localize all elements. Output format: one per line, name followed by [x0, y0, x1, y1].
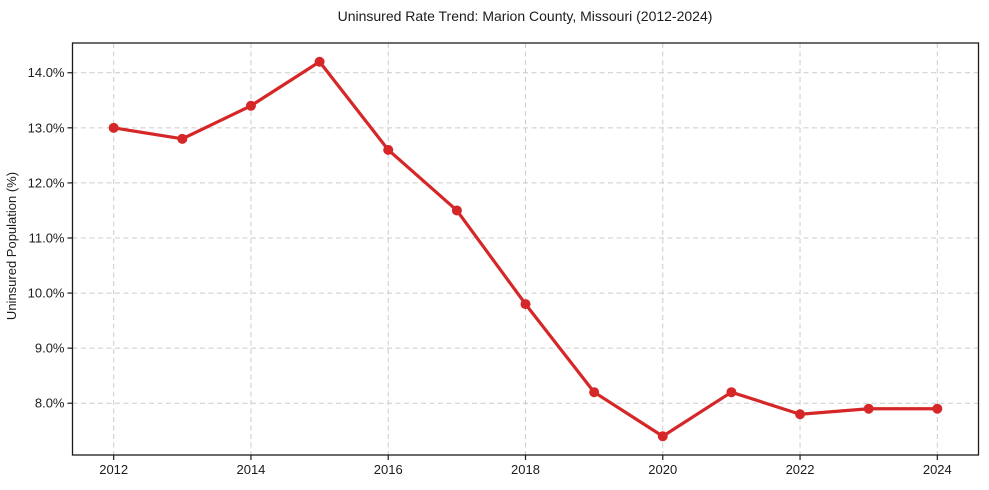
- data-point: [863, 403, 874, 414]
- x-tick-label: 2020: [648, 462, 677, 477]
- x-tick-label: 2016: [374, 462, 403, 477]
- y-tick-label: 12.0%: [28, 175, 65, 190]
- x-tick-label: 2012: [99, 462, 128, 477]
- data-point: [108, 122, 119, 133]
- plot-area: 2012 2014 2016 2018 2020 2022 2024 8.0% 9.0% 10.0…: [28, 42, 980, 477]
- data-point: [177, 133, 188, 144]
- y-tick-label: 9.0%: [35, 341, 65, 356]
- x-tick-label: 2022: [786, 462, 815, 477]
- data-point: [383, 144, 394, 155]
- y-tick-label: 10.0%: [28, 286, 65, 301]
- x-tick-label: 2024: [923, 462, 952, 477]
- y-tick-label: 14.0%: [28, 65, 65, 80]
- data-point: [314, 56, 325, 67]
- x-tick-label: 2014: [236, 462, 265, 477]
- data-point: [245, 100, 256, 111]
- data-point: [520, 299, 531, 310]
- data-point: [932, 403, 943, 414]
- y-tick-label: 13.0%: [28, 120, 65, 135]
- data-point: [589, 387, 600, 398]
- y-tick-label: 8.0%: [35, 396, 65, 411]
- y-axis-title: Uninsured Population (%): [4, 172, 19, 320]
- data-point: [726, 387, 737, 398]
- data-point: [795, 409, 806, 420]
- data-point: [451, 205, 462, 216]
- chart-title: Uninsured Rate Trend: Marion County, Mis…: [338, 8, 713, 24]
- data-point: [657, 431, 668, 442]
- y-tick-label: 11.0%: [29, 230, 65, 245]
- x-tick-label: 2018: [511, 462, 540, 477]
